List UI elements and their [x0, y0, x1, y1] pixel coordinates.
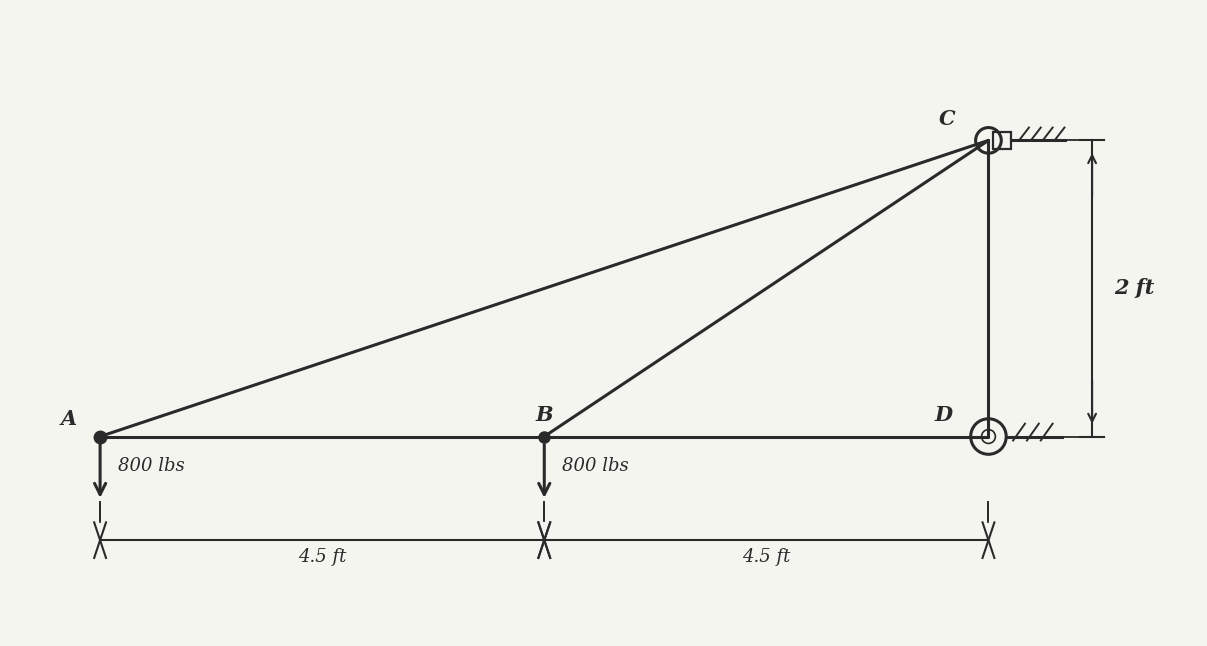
Text: 800 lbs: 800 lbs — [118, 457, 185, 475]
Text: 800 lbs: 800 lbs — [562, 457, 629, 475]
Text: B: B — [536, 404, 553, 424]
Text: 4.5 ft: 4.5 ft — [298, 548, 346, 566]
Text: 2 ft: 2 ft — [1114, 278, 1154, 298]
Text: A: A — [60, 409, 76, 428]
Text: 4.5 ft: 4.5 ft — [742, 548, 791, 566]
Text: C: C — [939, 109, 955, 129]
Text: D: D — [935, 404, 954, 424]
